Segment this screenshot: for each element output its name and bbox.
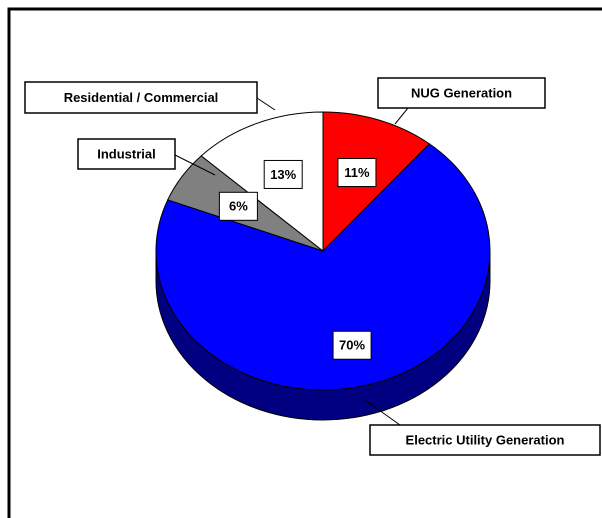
value-label-box xyxy=(263,159,303,189)
value-label-box xyxy=(218,191,258,221)
category-label: Electric Utility Generation xyxy=(406,432,565,447)
category-label: Residential / Commercial xyxy=(64,90,219,105)
pie-slice xyxy=(200,111,324,253)
category-label: Industrial xyxy=(97,146,156,161)
value-label-box xyxy=(332,330,372,360)
category-label-box xyxy=(369,424,601,456)
category-label-box xyxy=(77,138,176,170)
leader-line xyxy=(364,399,401,426)
category-label-box xyxy=(377,77,546,109)
value-label-box xyxy=(337,158,377,188)
value-label: 70% xyxy=(339,338,365,353)
value-label: 11% xyxy=(344,165,370,180)
leader-line xyxy=(256,97,276,111)
value-label: 13% xyxy=(270,167,296,182)
category-label: NUG Generation xyxy=(411,85,512,100)
leader-line xyxy=(174,154,216,176)
leader-line xyxy=(394,107,409,125)
pie-slice xyxy=(155,143,491,391)
category-label-box xyxy=(24,81,258,114)
value-label: 6% xyxy=(229,199,248,214)
